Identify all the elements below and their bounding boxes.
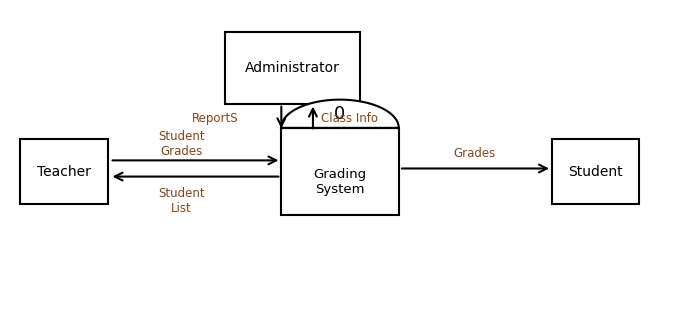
Text: Student
Grades: Student Grades [158,130,205,158]
FancyBboxPatch shape [281,128,398,215]
Text: Grading
System: Grading System [314,168,366,196]
FancyBboxPatch shape [225,32,360,104]
FancyBboxPatch shape [20,139,108,204]
Text: Class Info: Class Info [322,112,378,125]
Text: ReportS: ReportS [192,112,239,125]
Text: Grades: Grades [454,147,495,160]
Text: 0: 0 [334,105,345,123]
Text: Administrator: Administrator [246,61,340,75]
FancyBboxPatch shape [552,139,639,204]
Text: Student
List: Student List [158,187,205,215]
Text: Teacher: Teacher [37,165,91,179]
Polygon shape [281,100,398,128]
Text: Student: Student [568,165,623,179]
